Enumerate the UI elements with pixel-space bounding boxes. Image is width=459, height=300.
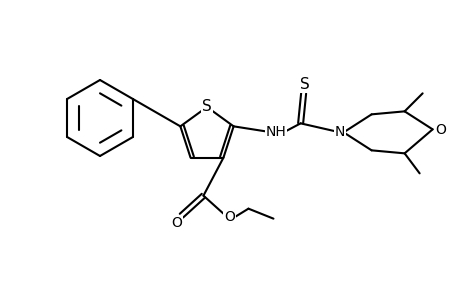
- Text: S: S: [299, 77, 309, 92]
- Text: O: O: [224, 210, 235, 224]
- Text: NH: NH: [265, 125, 285, 139]
- Text: O: O: [434, 123, 445, 137]
- Text: O: O: [171, 216, 181, 230]
- Text: N: N: [334, 125, 344, 139]
- Text: S: S: [202, 98, 212, 113]
